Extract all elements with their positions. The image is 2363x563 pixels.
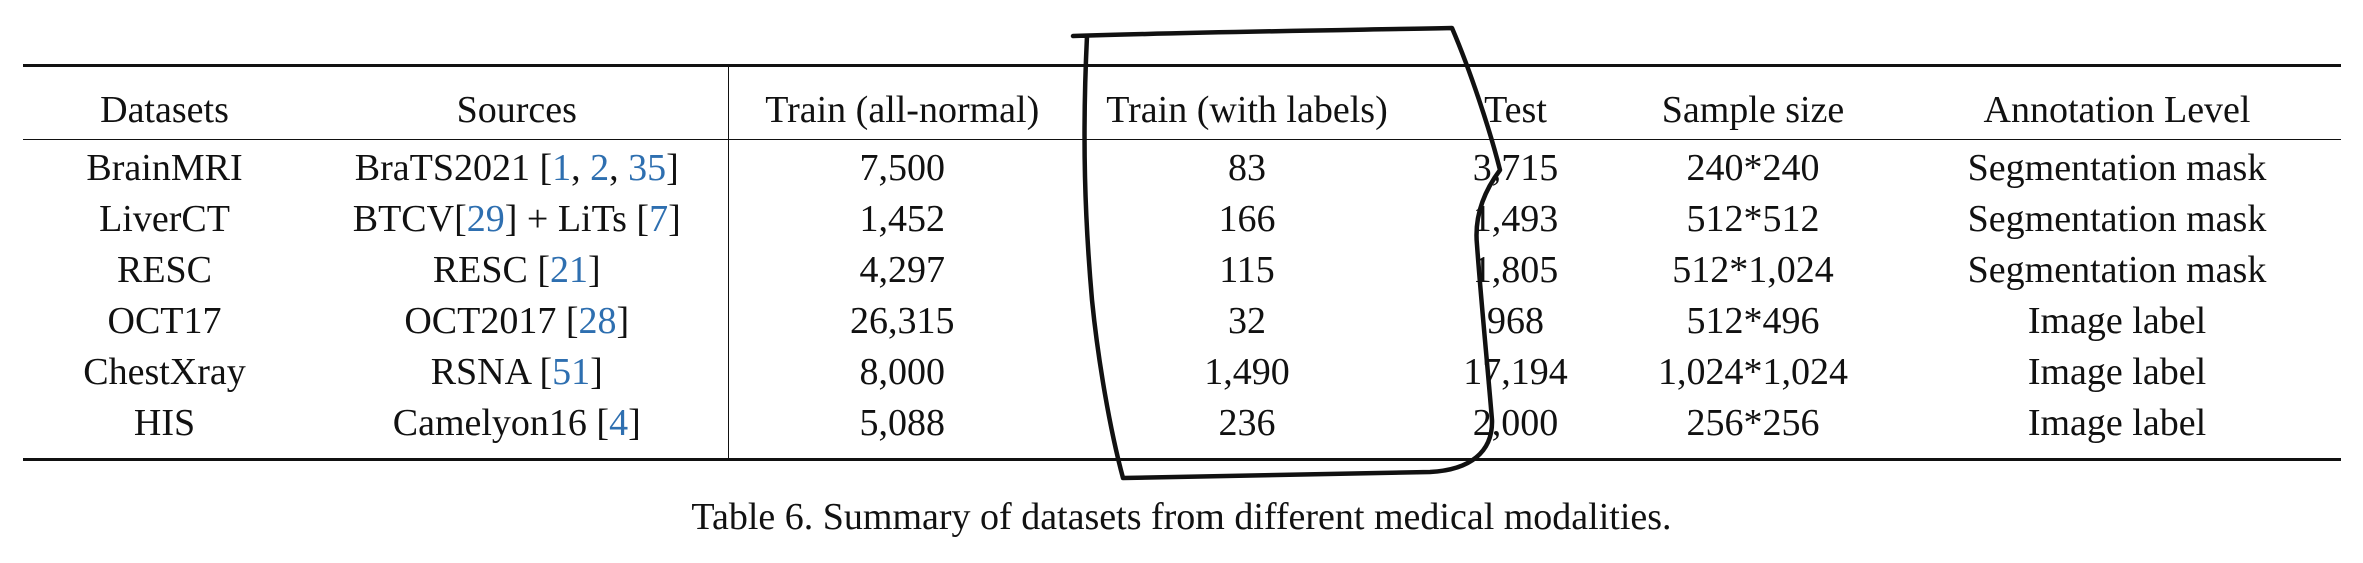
cell-source: RESC [21]: [306, 244, 729, 295]
dataset-summary-table: Datasets Sources Train (all-normal) Trai…: [23, 64, 2341, 461]
cell-source: RSNA [51]: [306, 346, 729, 397]
source-suffix: ]: [628, 401, 641, 444]
table-header-row: Datasets Sources Train (all-normal) Trai…: [23, 65, 2341, 140]
cell-source: OCT2017 [28]: [306, 295, 729, 346]
citation-separator: ,: [609, 146, 629, 189]
cell-test: 1,805: [1472, 248, 1559, 291]
source-suffix: ]: [616, 299, 630, 342]
cell-test: 3,715: [1472, 146, 1559, 189]
cell-test: 1,493: [1472, 197, 1559, 240]
citation-link[interactable]: 29: [466, 197, 505, 240]
cell-annotation-level: Segmentation mask: [1967, 146, 2267, 189]
source-suffix: ]: [590, 350, 603, 393]
citation-link[interactable]: 1: [552, 146, 572, 189]
source-suffix: ]: [668, 197, 681, 240]
column-header-train-all-normal: Train (all-normal): [765, 89, 1040, 131]
cell-test: 17,194: [1463, 350, 1568, 393]
cell-dataset: BrainMRI: [86, 146, 243, 189]
cell-sample-size: 256*256: [1686, 401, 1820, 444]
cell-sample-size: 512*1,024: [1672, 248, 1834, 291]
cell-train-with-labels: 236: [1218, 401, 1276, 444]
table-row: ChestXray RSNA [51] 8,000 1,490 17,194 1…: [23, 346, 2341, 397]
column-header-train-with-labels: Train (with labels): [1106, 89, 1388, 131]
citation-link[interactable]: 7: [649, 197, 669, 240]
cell-test: 968: [1487, 299, 1544, 342]
cell-train-all-normal: 8,000: [859, 350, 946, 393]
source-text: BTCV[: [352, 197, 467, 240]
cell-sample-size: 1,024*1,024: [1658, 350, 1848, 393]
cell-train-with-labels: 83: [1228, 146, 1266, 189]
cell-annotation-level: Segmentation mask: [1967, 248, 2267, 291]
citation-link[interactable]: 21: [550, 248, 589, 291]
cell-source: Camelyon16 [4]: [306, 397, 729, 460]
cell-test: 2,000: [1472, 401, 1559, 444]
cell-dataset: RESC: [116, 248, 213, 291]
source-text: RESC [: [432, 248, 551, 291]
source-text: BraTS2021 [: [354, 146, 553, 189]
source-text: Camelyon16 [: [392, 401, 610, 444]
cell-dataset: HIS: [133, 401, 196, 444]
cell-train-with-labels: 32: [1228, 299, 1266, 342]
citation-link[interactable]: 51: [552, 350, 591, 393]
cell-annotation-level: Image label: [2027, 401, 2207, 444]
table-row: HIS Camelyon16 [4] 5,088 236 2,000 256*2…: [23, 397, 2341, 460]
cell-train-with-labels: 1,490: [1204, 350, 1290, 393]
cell-source: BraTS2021 [1, 2, 35]: [306, 139, 729, 193]
cell-annotation-level: Segmentation mask: [1967, 197, 2267, 240]
cell-annotation-level: Image label: [2027, 299, 2207, 342]
cell-sample-size: 512*496: [1686, 299, 1820, 342]
column-header-datasets: Datasets: [100, 89, 229, 131]
cell-sample-size: 512*512: [1686, 197, 1820, 240]
cell-source: BTCV[29] + LiTs [7]: [306, 193, 729, 244]
source-suffix: ]: [666, 146, 679, 189]
cell-train-all-normal: 4,297: [859, 248, 946, 291]
source-suffix: ]: [588, 248, 601, 291]
citation-separator: ,: [571, 146, 591, 189]
cell-train-with-labels: 166: [1218, 197, 1276, 240]
cell-train-all-normal: 26,315: [850, 299, 955, 342]
cell-dataset: LiverCT: [99, 197, 230, 240]
citation-link[interactable]: 4: [609, 401, 629, 444]
column-header-test: Test: [1484, 89, 1547, 131]
column-header-sources: Sources: [306, 65, 729, 140]
cell-dataset: OCT17: [107, 299, 222, 342]
citation-link[interactable]: 35: [628, 146, 667, 189]
source-text: ] + LiTs [: [504, 197, 650, 240]
column-header-sample-size: Sample size: [1661, 89, 1845, 131]
cell-train-with-labels: 115: [1219, 248, 1275, 291]
cell-annotation-level: Image label: [2027, 350, 2207, 393]
citation-link[interactable]: 2: [590, 146, 610, 189]
cell-train-all-normal: 1,452: [859, 197, 946, 240]
column-header-annotation-level: Annotation Level: [1983, 89, 2251, 131]
cell-dataset: ChestXray: [83, 350, 246, 393]
table-caption: Table 6. Summary of datasets from differ…: [691, 496, 1672, 538]
cell-train-all-normal: 7,500: [859, 146, 946, 189]
dataset-table-container: Datasets Sources Train (all-normal) Trai…: [23, 64, 2341, 461]
table-row: OCT17 OCT2017 [28] 26,315 32 968 512*496…: [23, 295, 2341, 346]
table-row: RESC RESC [21] 4,297 115 1,805 512*1,024…: [23, 244, 2341, 295]
cell-train-all-normal: 5,088: [859, 401, 946, 444]
source-text: RSNA [: [430, 350, 553, 393]
table-row: LiverCT BTCV[29] + LiTs [7] 1,452 166 1,…: [23, 193, 2341, 244]
cell-sample-size: 240*240: [1686, 146, 1820, 189]
citation-link[interactable]: 28: [578, 299, 617, 342]
table-row: BrainMRI BraTS2021 [1, 2, 35] 7,500 83 3…: [23, 139, 2341, 193]
source-text: OCT2017 [: [404, 299, 579, 342]
